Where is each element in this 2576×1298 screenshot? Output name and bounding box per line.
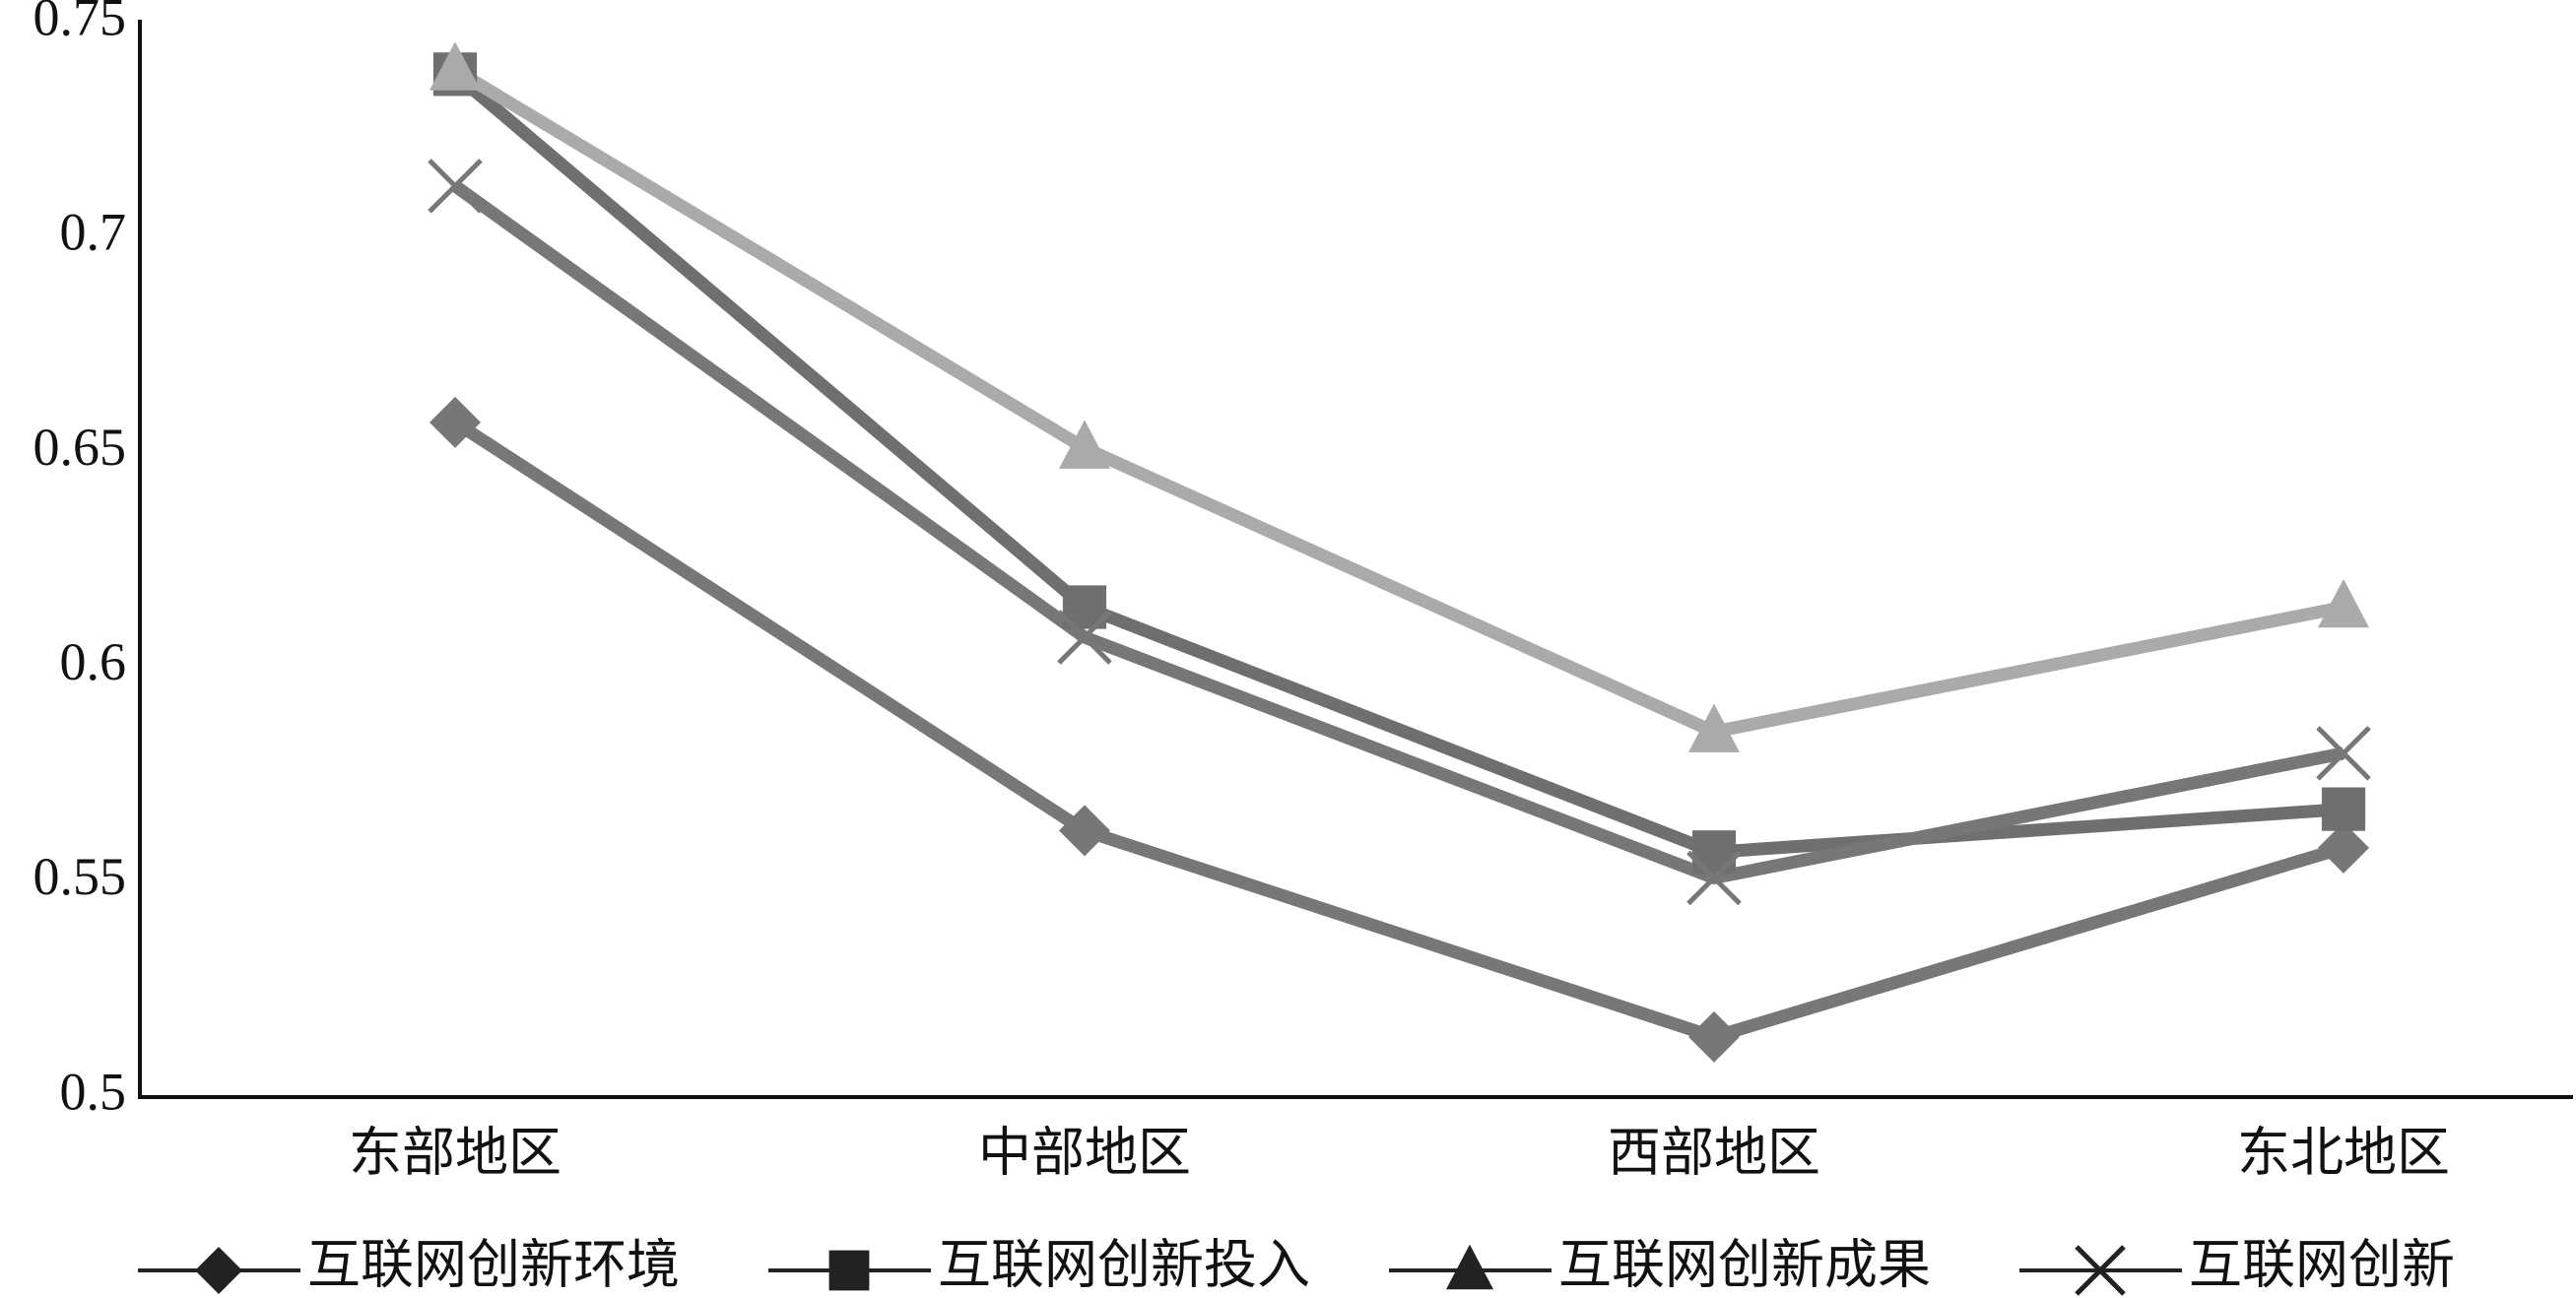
x-tick-label: 东北地区 <box>2237 1123 2450 1182</box>
legend-label: 互联网创新投入 <box>938 1235 1310 1294</box>
point-marker <box>1691 830 1737 875</box>
point-marker <box>429 396 481 448</box>
y-tick-label: 0.5 <box>60 1062 127 1121</box>
point-marker <box>1057 610 1112 665</box>
legend-label: 互联网创新成果 <box>1558 1235 1931 1294</box>
point-marker <box>428 159 483 214</box>
y-tick-label: 0.6 <box>60 632 127 691</box>
series-line <box>451 180 2345 884</box>
point-marker <box>429 41 481 91</box>
series-line <box>450 69 2345 859</box>
x-tick-label: 西部地区 <box>1608 1123 1820 1182</box>
point-marker <box>2318 578 2369 628</box>
y-tick-label: 0.55 <box>33 847 127 906</box>
x-tick-label: 中部地区 <box>978 1123 1191 1182</box>
legend-marker <box>1446 1244 1493 1290</box>
series-line <box>451 417 2345 1044</box>
point-marker <box>1688 703 1740 752</box>
legend-label: 互联网创新 <box>2189 1235 2455 1294</box>
point-marker <box>2321 787 2366 831</box>
y-tick-label: 0.75 <box>33 0 127 46</box>
series-line <box>451 64 2345 739</box>
point-marker <box>1686 850 1742 906</box>
point-marker <box>1688 1010 1740 1063</box>
point-marker <box>1059 805 1110 857</box>
point-marker <box>2318 821 2369 874</box>
legend-marker <box>828 1250 870 1291</box>
y-tick-label: 0.7 <box>60 203 127 262</box>
point-marker <box>2316 726 2371 781</box>
legend-label: 互联网创新环境 <box>307 1235 680 1294</box>
legend-marker <box>195 1247 242 1294</box>
y-tick-label: 0.65 <box>33 418 127 477</box>
legend-marker <box>2075 1245 2126 1296</box>
point-marker <box>1059 420 1110 469</box>
x-tick-label: 东部地区 <box>349 1123 561 1182</box>
